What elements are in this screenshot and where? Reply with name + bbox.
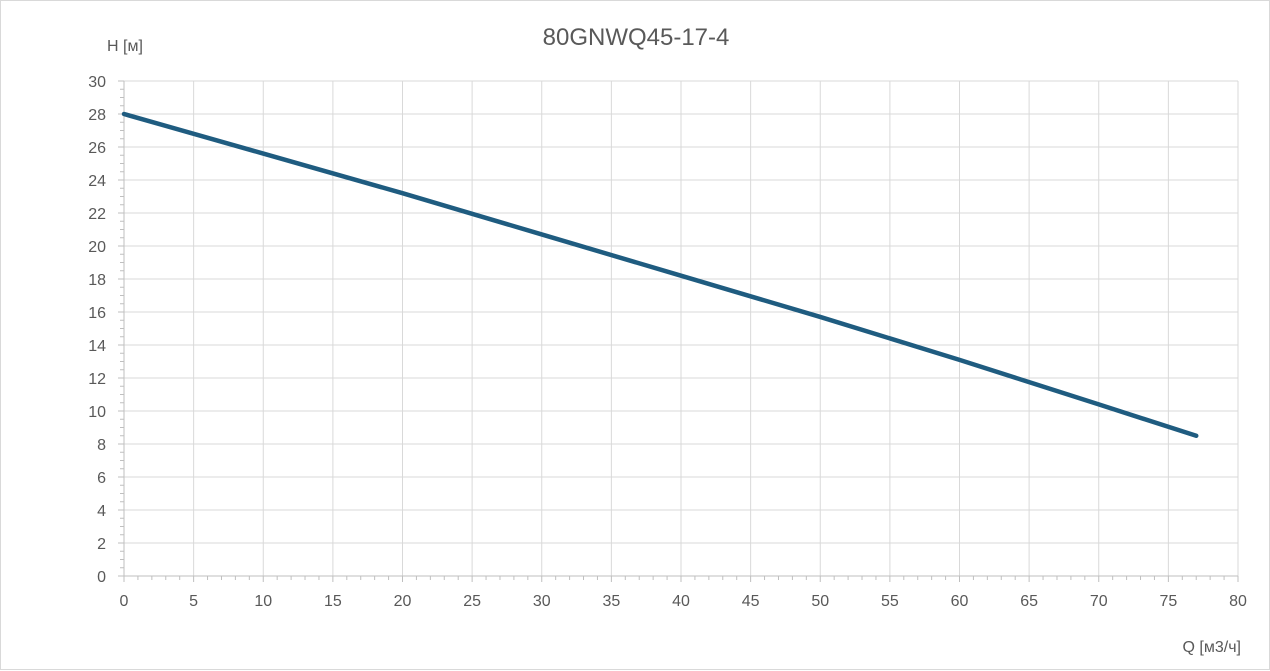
x-tick-label: 60 <box>951 593 969 610</box>
x-tick-label: 25 <box>463 593 481 610</box>
x-tick-label: 80 <box>1229 593 1247 610</box>
x-tick-label: 15 <box>324 593 342 610</box>
y-axis-label: H [м] <box>107 38 143 55</box>
x-tick-label: 0 <box>120 593 129 610</box>
grid-layer <box>123 80 1239 577</box>
y-tick-label: 6 <box>97 470 106 487</box>
y-tick-label: 24 <box>88 173 106 190</box>
y-tick-label: 16 <box>88 305 106 322</box>
x-tick-label: 50 <box>811 593 829 610</box>
series-layer <box>121 111 1199 438</box>
x-tick-label: 30 <box>533 593 551 610</box>
y-tick-label: 22 <box>88 206 106 223</box>
x-tick-label: 10 <box>254 593 272 610</box>
axes-layer <box>118 80 1239 582</box>
y-tick-label: 26 <box>88 140 106 157</box>
y-tick-label: 0 <box>97 569 106 586</box>
y-tick-label: 20 <box>88 239 106 256</box>
x-tick-label: 75 <box>1159 593 1177 610</box>
x-tick-label: 55 <box>881 593 899 610</box>
x-axis-label: Q [м3/ч] <box>1183 639 1241 656</box>
x-tick-label: 5 <box>189 593 198 610</box>
x-tick-label: 35 <box>602 593 620 610</box>
x-tick-label: 65 <box>1020 593 1038 610</box>
y-tick-label: 14 <box>88 338 106 355</box>
y-tick-label: 10 <box>88 404 106 421</box>
x-tick-label: 20 <box>394 593 412 610</box>
y-tick-label: 18 <box>88 272 106 289</box>
y-tick-label: 28 <box>88 107 106 124</box>
y-tick-label: 30 <box>88 74 106 91</box>
ticks-layer: 0 5 10 15 20 25 30 35 40 45 50 55 60 65 70 75 8002468101… <box>88 74 1247 610</box>
series-line <box>121 111 1199 438</box>
y-tick-label: 2 <box>97 536 106 553</box>
x-tick-label: 40 <box>672 593 690 610</box>
chart-title: 80GNWQ45-17-4 <box>543 24 730 51</box>
y-tick-label: 8 <box>97 437 106 454</box>
y-tick-label: 12 <box>88 371 106 388</box>
x-tick-label: 70 <box>1090 593 1108 610</box>
x-tick-label: 45 <box>742 593 760 610</box>
y-tick-label: 4 <box>97 503 106 520</box>
